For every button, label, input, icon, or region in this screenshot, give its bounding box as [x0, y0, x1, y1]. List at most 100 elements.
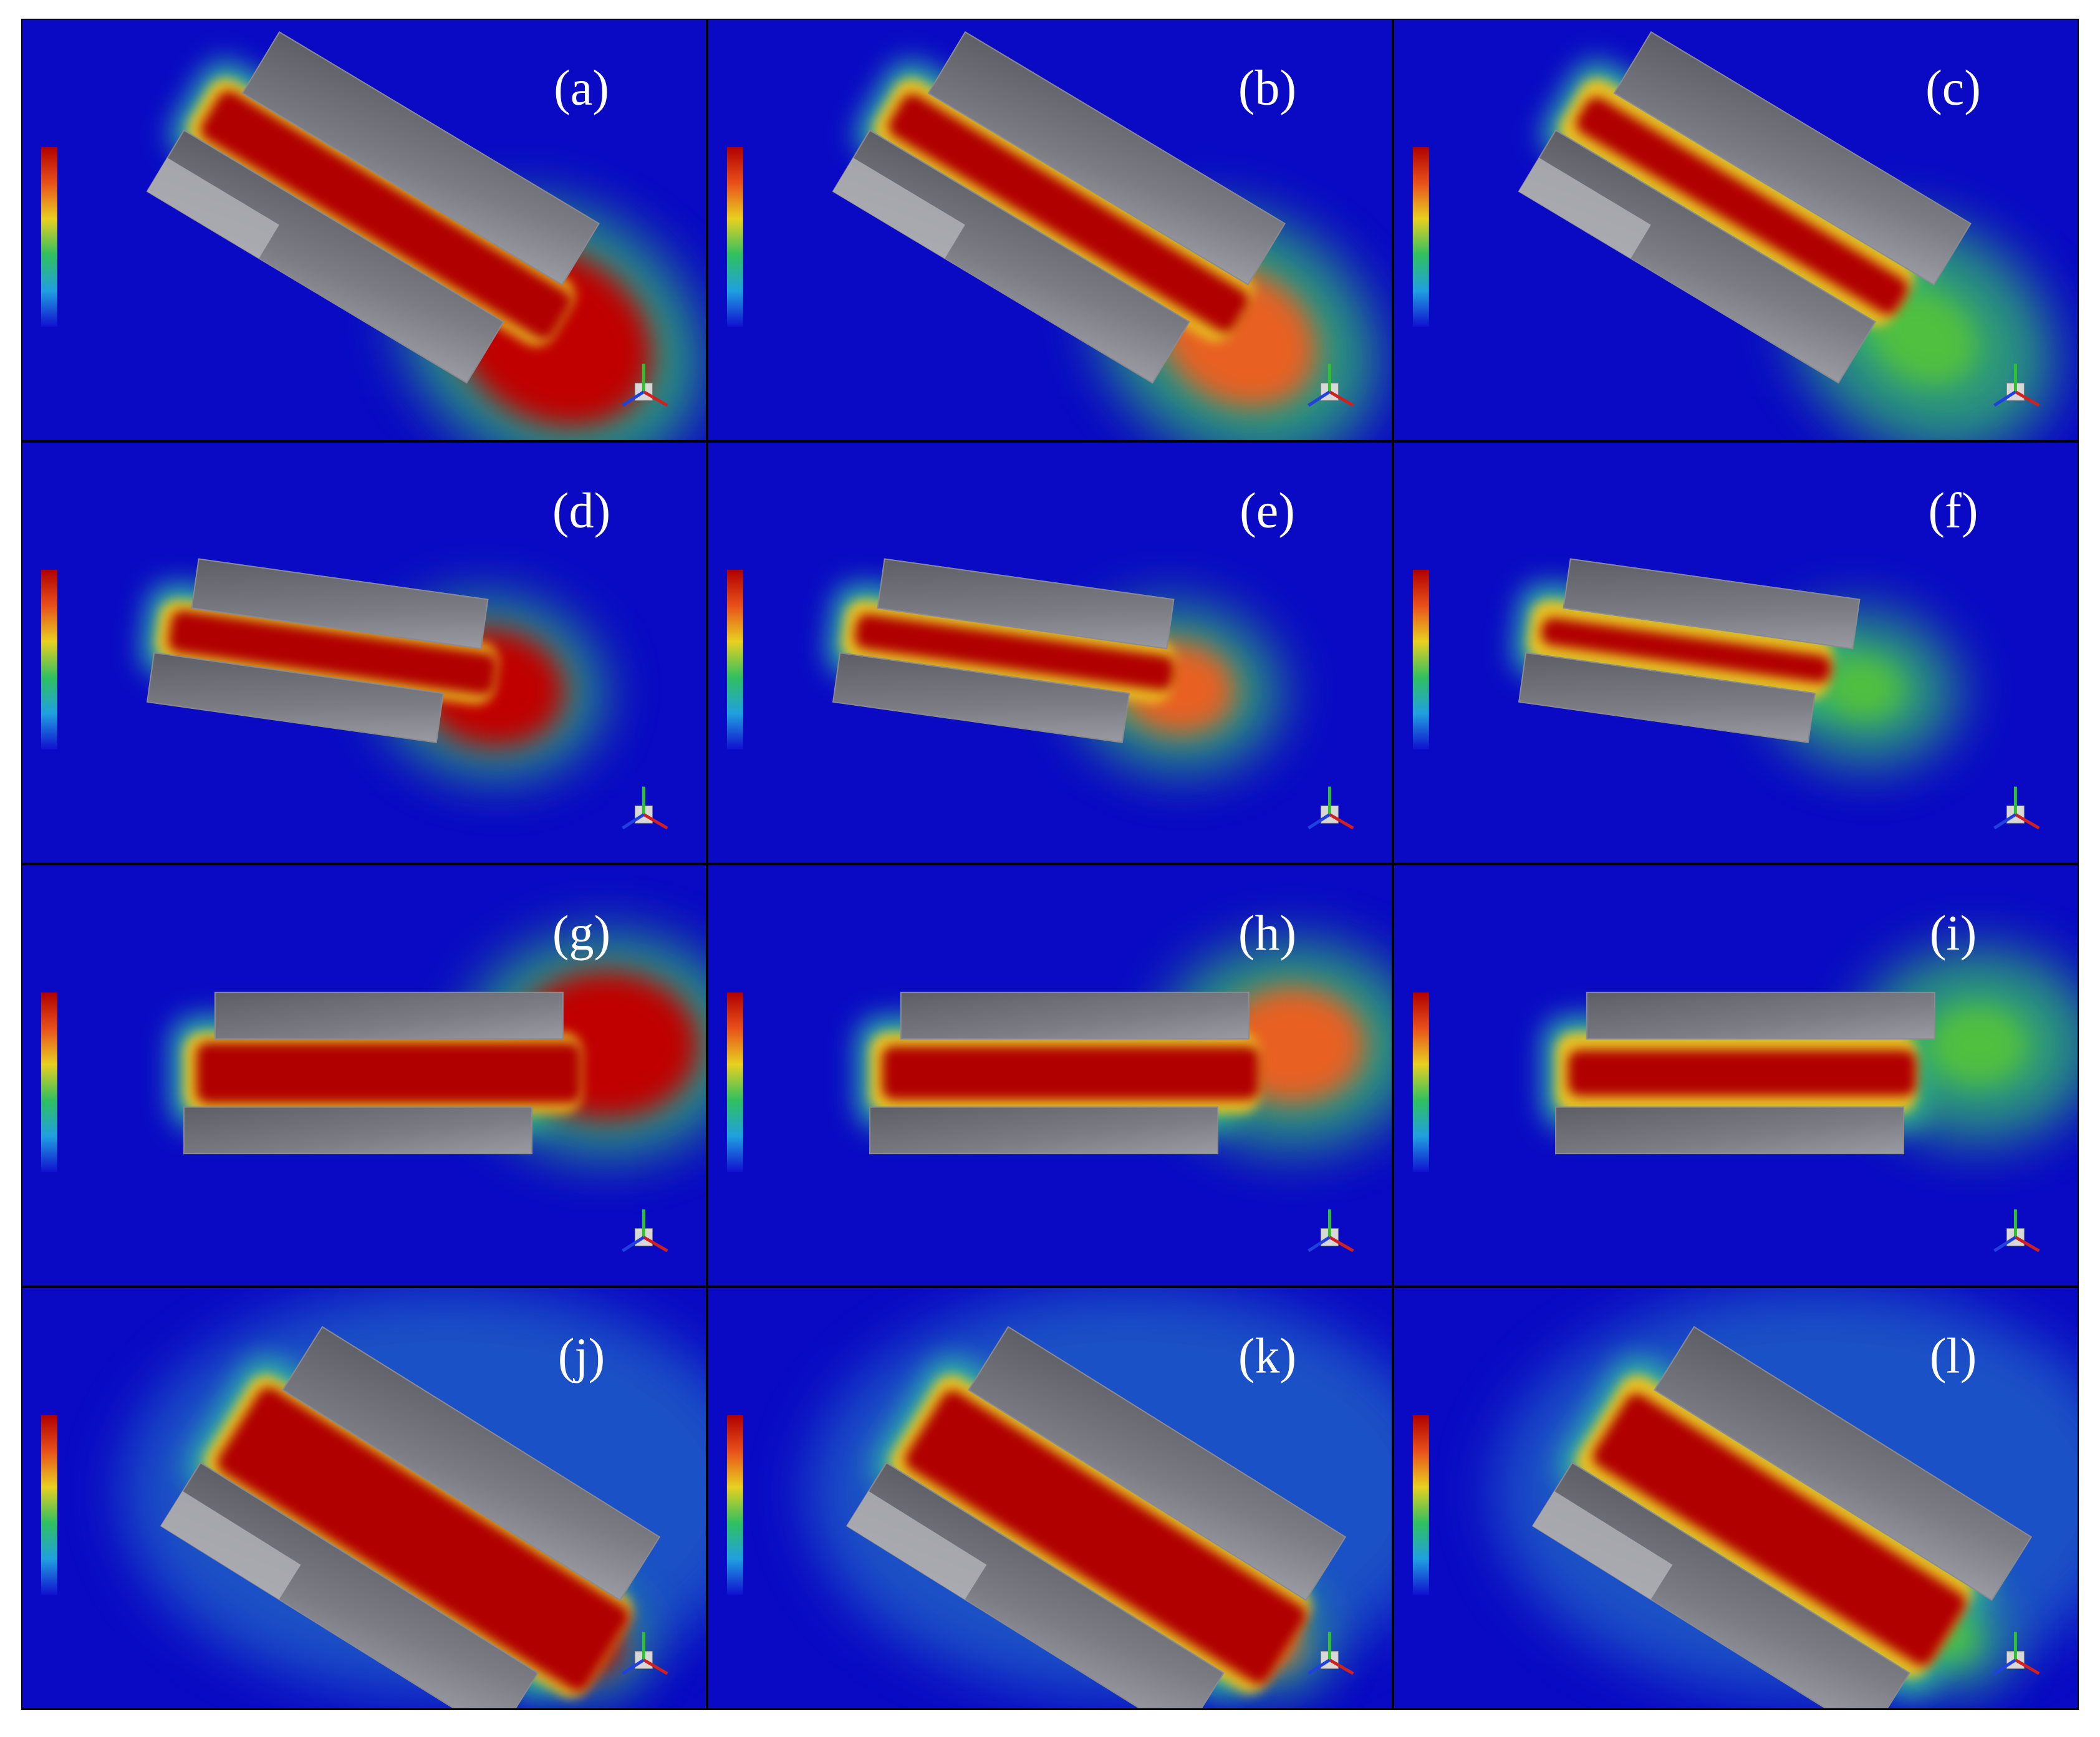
panel-label: (k): [1238, 1329, 1296, 1384]
plume-core: [1592, 1393, 1966, 1666]
scene: [1513, 558, 1960, 766]
plume-core: [1576, 97, 1908, 315]
panel-label: (a): [554, 61, 609, 116]
colorbar: [726, 1415, 743, 1595]
axis-triad: [1993, 786, 2040, 830]
colorbar: [1412, 569, 1429, 750]
panel: (e): [708, 443, 1392, 863]
plate: [869, 1106, 1219, 1155]
scene: [160, 1326, 661, 1708]
panel-view: [708, 865, 1392, 1286]
axis-triad: [622, 1209, 668, 1253]
panel-view: [1394, 1288, 2078, 1708]
panel-label: (d): [552, 484, 610, 539]
colorbar: [726, 992, 743, 1173]
panel-label: (l): [1930, 1329, 1977, 1384]
plate: [191, 558, 489, 650]
plume-core: [217, 1387, 630, 1692]
colorbar: [41, 569, 57, 750]
panel-label: (g): [552, 907, 610, 961]
triad-axis: [622, 390, 645, 407]
plume-core: [196, 1042, 582, 1104]
panel-label: (i): [1930, 907, 1977, 961]
panel: (g): [22, 865, 706, 1286]
triad-axis: [1308, 1658, 1331, 1675]
scene: [1543, 948, 2078, 1155]
panel-view: [1394, 865, 2078, 1286]
wake-core: [1822, 655, 1904, 721]
plume-core: [905, 1390, 1307, 1685]
triad-axis: [622, 1658, 645, 1675]
plume-core: [882, 1046, 1260, 1100]
plate-highlight: [147, 158, 279, 259]
axis-triad: [622, 363, 668, 407]
panel-label: (e): [1240, 484, 1295, 539]
scene: [1531, 1326, 2033, 1708]
plate: [160, 1461, 539, 1708]
panel: (a): [22, 20, 706, 440]
panel-view: [22, 1288, 706, 1708]
scene: [857, 941, 1392, 1155]
colorbar: [41, 1415, 57, 1595]
colorbar: [726, 569, 743, 750]
colorbar: [726, 147, 743, 327]
triad-axis: [643, 1236, 668, 1253]
plate: [1555, 1106, 1905, 1155]
triad-axis: [1329, 1236, 1354, 1253]
plate: [927, 31, 1286, 286]
triad-axis: [1329, 390, 1354, 407]
triad-axis: [643, 390, 668, 407]
triad-axis: [2015, 1658, 2040, 1675]
plate: [282, 1326, 661, 1601]
panel: (c): [1394, 20, 2078, 440]
triad-axis: [1308, 813, 1331, 830]
plume-core: [854, 614, 1175, 691]
triad-axis: [1993, 390, 2016, 407]
triad-axis: [1308, 390, 1331, 407]
panel: (i): [1394, 865, 2078, 1286]
panel-view: [708, 1288, 1392, 1708]
wake-core: [1927, 1004, 2030, 1086]
triad-axis: [622, 1236, 645, 1253]
axis-triad: [1993, 363, 2040, 407]
axis-triad: [1308, 363, 1354, 407]
panel-label: (h): [1238, 907, 1296, 961]
plate: [1531, 1461, 1910, 1708]
panel-view: [1394, 443, 2078, 863]
scene: [146, 31, 703, 440]
plume-core: [1568, 1050, 1916, 1096]
plume-core: [1541, 618, 1831, 683]
triad-axis: [2015, 390, 2040, 407]
panel-view: [22, 865, 706, 1286]
scene: [845, 1326, 1347, 1708]
colorbar: [41, 147, 57, 327]
colorbar: [1412, 147, 1429, 327]
triad-axis: [1329, 1658, 1354, 1675]
scene: [832, 31, 1379, 440]
panel: (f): [1394, 443, 2078, 863]
plate: [183, 1106, 533, 1155]
triad-axis: [1993, 1236, 2016, 1253]
panel: (l): [1394, 1288, 2078, 1708]
axis-triad: [1308, 786, 1354, 830]
plume-core: [200, 90, 572, 340]
axis-triad: [1993, 1209, 2040, 1253]
colorbar: [1412, 1415, 1429, 1595]
panel-label: (f): [1929, 484, 1978, 539]
panel: (k): [708, 1288, 1392, 1708]
axis-triad: [1993, 1632, 2040, 1675]
wake-core: [1869, 287, 1980, 387]
panel: (b): [708, 20, 1392, 440]
scene: [171, 933, 706, 1157]
plate: [1586, 991, 1935, 1040]
panel-view: [22, 443, 706, 863]
panel-view: [708, 443, 1392, 863]
triad-axis: [1993, 813, 2016, 830]
axis-triad: [1308, 1632, 1354, 1675]
plate: [214, 991, 564, 1040]
triad-axis: [1308, 1236, 1331, 1253]
colorbar: [1412, 992, 1429, 1173]
scene: [142, 558, 603, 777]
triad-axis: [643, 813, 668, 830]
